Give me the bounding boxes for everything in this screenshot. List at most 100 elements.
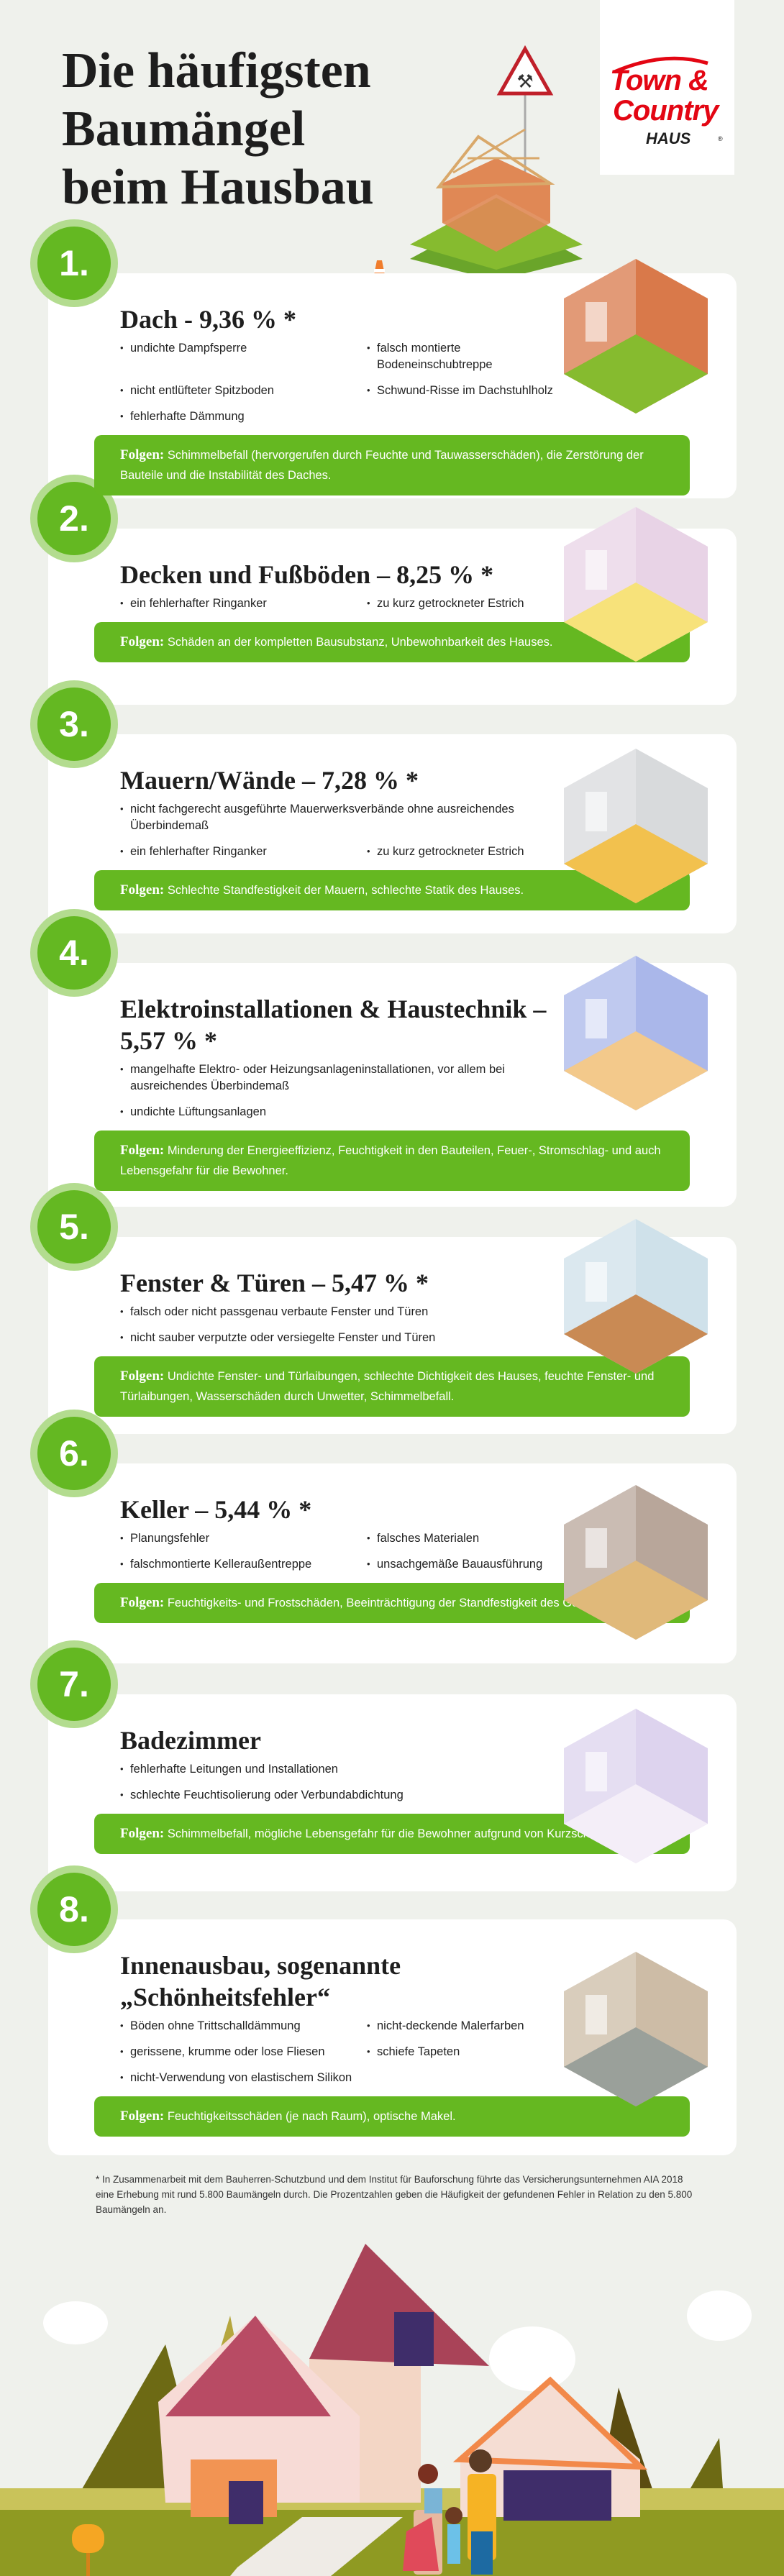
defect-item: zu kurz getrockneter Estrich [367, 590, 566, 616]
rank-badge: 3. [30, 680, 118, 768]
defect-list: undichte Dampfsperrefalsch montierte Bod… [120, 335, 566, 429]
room-illustration-icon [564, 1485, 708, 1640]
defect-list: ein fehlerhafter Ringankerzu kurz getroc… [120, 590, 566, 616]
defect-item: Böden ohne Trittschalldämmung [120, 2013, 367, 2039]
room-illustration-icon [564, 1219, 708, 1374]
defect-card: 6. Keller – 5,44 % *Planungsfehlerfalsche… [30, 1410, 737, 1663]
defect-item: Planungsfehler [120, 1525, 367, 1551]
rank-number: 8. [37, 1873, 111, 1946]
defect-item: unsachgemäße Bauausführung [367, 1551, 566, 1577]
room-illustration-icon [564, 956, 708, 1110]
defect-item: Schwund-Risse im Dachstuhlholz [367, 378, 566, 403]
consequences-label: Folgen: [120, 1143, 165, 1158]
defect-list: fehlerhafte Leitungen und Installationen… [120, 1756, 566, 1808]
logo-registered: ® [718, 135, 723, 142]
rank-badge: 8. [30, 1865, 118, 1953]
page-title: Die häufigsten Baumängel beim Hausbau [62, 42, 374, 216]
room-illustration-icon [564, 1709, 708, 1863]
rank-number: 4. [37, 916, 111, 990]
logo-text: Country [613, 95, 719, 127]
family-house-illustration [0, 2244, 784, 2576]
rank-number: 6. [37, 1417, 111, 1490]
defect-item: undichte Lüftungsanlagen [120, 1099, 566, 1125]
defect-item: gerissene, krumme oder lose Fliesen [120, 2039, 367, 2065]
consequences-box: Folgen: Minderung der Energieeffizienz, … [94, 1131, 690, 1191]
rank-number: 3. [37, 688, 111, 761]
defect-item: ein fehlerhafter Ringanker [120, 839, 367, 864]
defect-item: falschmontierte Kelleraußentreppe [120, 1551, 367, 1577]
card-title: Mauern/Wände – 7,28 % * [120, 766, 419, 795]
defect-item: nicht entlüfteter Spitzboden [120, 378, 367, 403]
consequences-box: Folgen: Feuchtigkeitsschäden (je nach Ra… [94, 2096, 690, 2137]
defect-item: fehlerhafte Leitungen und Installationen [120, 1756, 566, 1782]
defect-item: mangelhafte Elektro- oder Heizungsanlage… [120, 1056, 566, 1099]
card-title: Innenausbau, sogenannte „Schönheitsfehle… [120, 1951, 401, 2011]
consequences-label: Folgen: [120, 882, 165, 898]
title-line: Baumängel [62, 101, 306, 157]
defect-list: falsch oder nicht passgenau verbaute Fen… [120, 1299, 566, 1351]
consequences-box: Folgen: Schimmelbefall (hervorgerufen du… [94, 435, 690, 495]
card-title: Fenster & Türen – 5,47 % * [120, 1269, 429, 1297]
defect-item: nicht-Verwendung von elastischem Silikon [120, 2065, 566, 2091]
logo-text: HAUS [646, 129, 691, 147]
title-line: Die häufigsten [62, 43, 371, 99]
consequences-text: Schlechte Standfestigkeit der Mauern, sc… [167, 884, 524, 897]
defect-card: 3. Mauern/Wände – 7,28 % *nicht fachgerec… [30, 680, 737, 933]
defect-item: undichte Dampfsperre [120, 335, 367, 378]
room-illustration-icon [564, 259, 708, 414]
house-construction-illustration: ⚒ [410, 45, 583, 280]
rank-number: 7. [37, 1648, 111, 1721]
card-title: Decken und Fußböden – 8,25 % * [120, 560, 494, 589]
rank-number: 1. [37, 227, 111, 300]
defect-list: nicht fachgerecht ausgeführte Mauerwerks… [120, 796, 566, 864]
defect-card: 5. Fenster & Türen – 5,47 % *falsch oder … [30, 1183, 737, 1434]
defect-item: zu kurz getrockneter Estrich [367, 839, 566, 864]
rank-badge: 1. [30, 219, 118, 307]
defect-card: 2.Decken und Fußböden – 8,25 % *ein fehl… [30, 475, 737, 705]
room-illustration-icon [564, 749, 708, 903]
defect-item: fehlerhafte Dämmung [120, 403, 367, 429]
defect-card: 8. Innenausbau, sogenannte „Schönheitsfeh… [30, 1865, 737, 2155]
logo-text: Town & [610, 65, 709, 96]
defect-item: ein fehlerhafter Ringanker [120, 590, 367, 616]
room-illustration-icon [564, 507, 708, 662]
rank-badge: 5. [30, 1183, 118, 1271]
defect-card: 4. Elektroinstallationen & Haustechnik – … [30, 909, 737, 1207]
consequences-label: Folgen: [120, 634, 165, 649]
footnote: * In Zusammenarbeit mit dem Bauherren-Sc… [96, 2174, 693, 2215]
title-line: beim Hausbau [62, 160, 374, 215]
defect-card: 1. Dach - 9,36 % *undichte Dampfsperrefal… [30, 219, 737, 498]
rank-badge: 4. [30, 909, 118, 997]
consequences-text: Schimmelbefall, mögliche Lebensgefahr fü… [167, 1827, 628, 1840]
consequences-box: Folgen: Schäden an der kompletten Bausub… [94, 622, 690, 662]
consequences-text: Undichte Fenster- und Türlaibungen, schl… [120, 1370, 655, 1403]
defect-item: schlechte Feuchtisolierung oder Verbunda… [120, 1782, 566, 1808]
consequences-text: Schäden an der kompletten Bausubstanz, U… [167, 636, 553, 649]
defect-item: schiefe Tapeten [367, 2039, 566, 2065]
svg-text:⚒: ⚒ [516, 70, 533, 92]
card-title: Dach - 9,36 % * [120, 305, 296, 334]
logo-swoosh-icon [614, 56, 708, 74]
rank-number: 5. [37, 1190, 111, 1264]
consequences-text: Minderung der Energieeffizienz, Feuchtig… [120, 1144, 661, 1177]
defect-card: 7. Badezimmerfehlerhafte Leitungen und In… [30, 1640, 737, 1891]
defect-item: nicht-deckende Malerfarben [367, 2013, 566, 2039]
town-country-logo: Town & Country HAUS ® [600, 0, 734, 175]
rank-badge: 6. [30, 1410, 118, 1497]
consequences-label: Folgen: [120, 2109, 165, 2124]
consequences-text: Schimmelbefall (hervorgerufen durch Feuc… [120, 449, 644, 482]
defect-item: nicht sauber verputzte oder versiegelte … [120, 1325, 566, 1351]
defect-list: Böden ohne Trittschalldämmungnicht-decke… [120, 2013, 566, 2091]
defect-list: mangelhafte Elektro- oder Heizungsanlage… [120, 1056, 566, 1125]
defect-item: nicht fachgerecht ausgeführte Mauerwerks… [120, 796, 566, 839]
consequences-text: Feuchtigkeitsschäden (je nach Raum), opt… [167, 2110, 456, 2123]
consequences-label: Folgen: [120, 1826, 165, 1841]
card-title: Keller – 5,44 % * [120, 1495, 312, 1524]
consequences-label: Folgen: [120, 1595, 165, 1610]
card-title: Elektroinstallationen & Haustechnik – 5,… [120, 995, 547, 1055]
consequences-box: Folgen: Undichte Fenster- und Türlaibung… [94, 1356, 690, 1417]
defect-list: Planungsfehlerfalsches Materialenfalschm… [120, 1525, 566, 1577]
defect-item: falsch montierte Bodeneinschubtreppe [367, 335, 566, 378]
defect-item: falsches Materialen [367, 1525, 566, 1551]
consequences-box: Folgen: Schlechte Standfestigkeit der Ma… [94, 870, 690, 910]
